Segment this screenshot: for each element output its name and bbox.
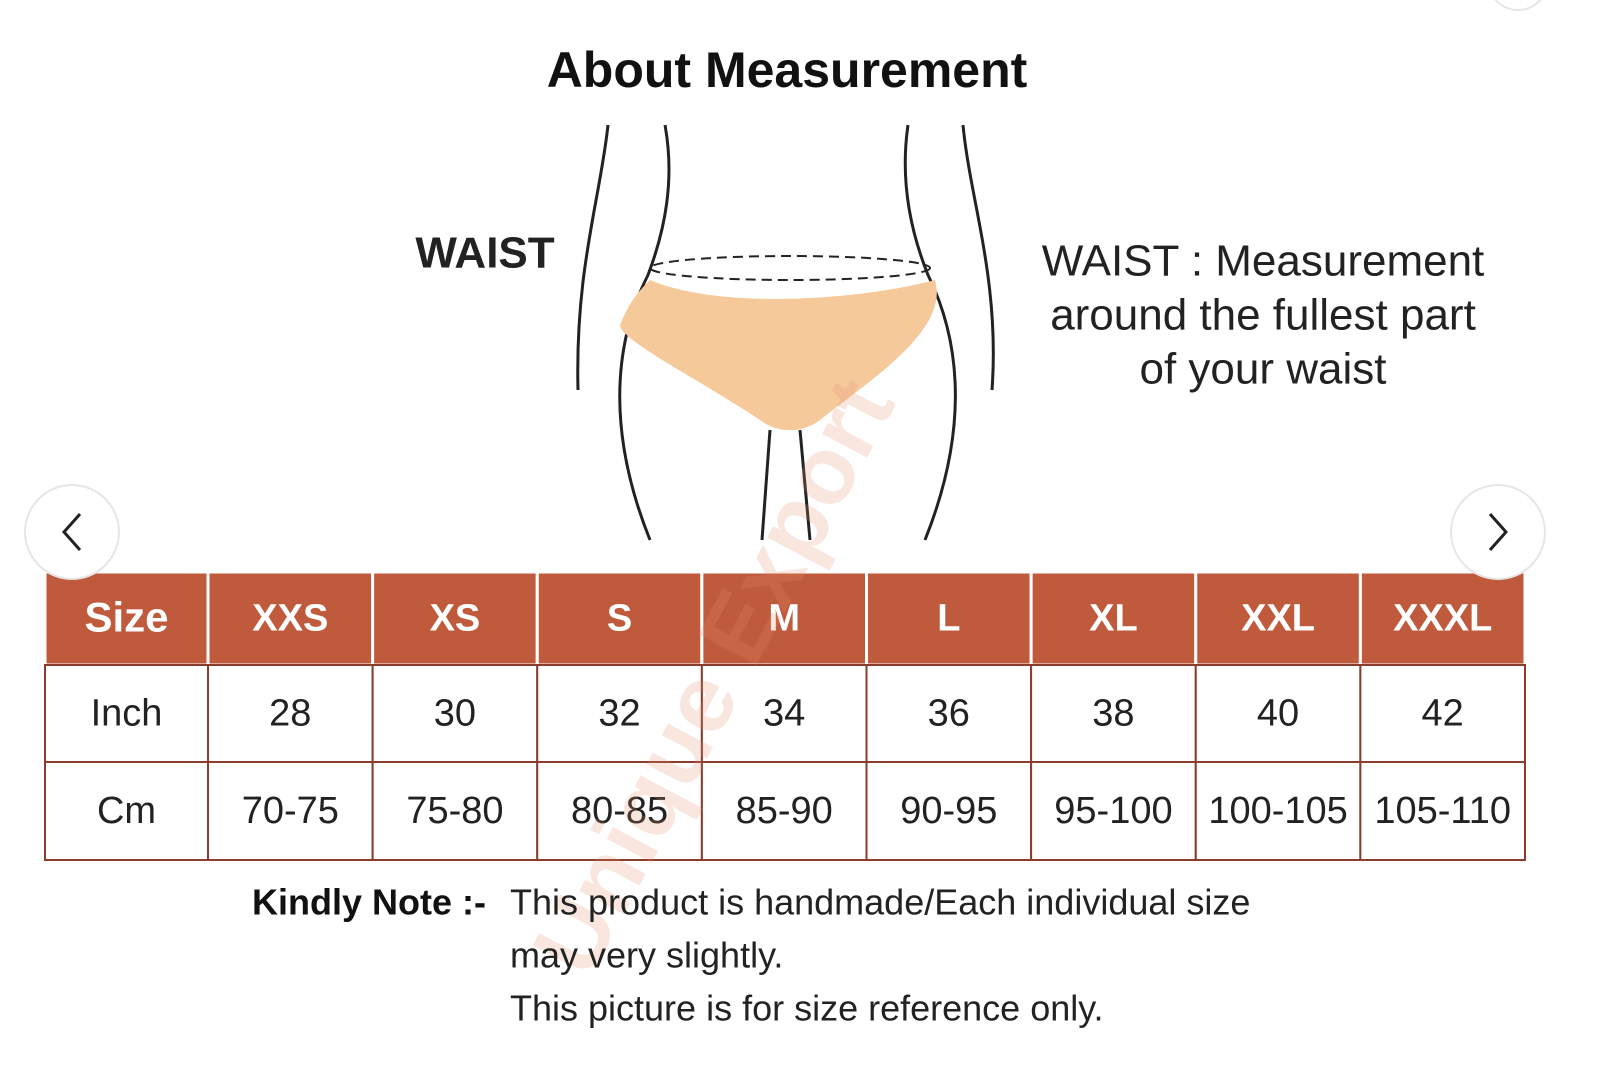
header-text: XXXL xyxy=(1393,598,1492,640)
cell-text: 70-75 xyxy=(242,790,339,832)
note-lines: This product is handmade/Each individual… xyxy=(510,882,1250,1029)
description: WAIST : Measurement around the fullest pa… xyxy=(1042,237,1485,394)
cell xyxy=(700,761,868,861)
cell xyxy=(44,761,209,861)
cell-text: 28 xyxy=(269,693,311,735)
cell-text: 85-90 xyxy=(736,790,833,832)
description-line: WAIST : Measurement xyxy=(1042,237,1485,286)
header-text: XXS xyxy=(252,598,328,640)
waist-tape xyxy=(649,255,931,281)
title: About Measurement xyxy=(547,42,1028,98)
header-cell xyxy=(865,570,1033,667)
cell-text: 36 xyxy=(928,693,970,735)
next-button[interactable] xyxy=(1450,484,1546,580)
prev-arrow[interactable] xyxy=(61,513,82,551)
note-label: Kindly Note :- xyxy=(252,882,486,923)
header-cell xyxy=(1029,570,1198,667)
cell-text: 30 xyxy=(434,693,476,735)
cell-text: Cm xyxy=(97,790,156,832)
cell xyxy=(371,761,539,861)
note-line: may very slightly. xyxy=(510,935,783,976)
header-cell xyxy=(1358,570,1527,667)
cell-text: 75-80 xyxy=(406,790,503,832)
cell xyxy=(44,664,209,763)
briefs xyxy=(620,280,937,431)
header-text: S xyxy=(607,598,632,640)
header-text: Size xyxy=(84,594,168,641)
description-line: of your waist xyxy=(1140,345,1387,394)
cell-text: 80-85 xyxy=(571,790,668,832)
cell-text: 105-110 xyxy=(1374,790,1511,832)
note-line: This picture is for size reference only. xyxy=(510,988,1104,1029)
next-circle[interactable] xyxy=(1450,484,1546,580)
size-table: Size XXS XS S M L XL XXL XXXL Inch 28 30 32 34 36 38 40 4… xyxy=(43,570,1527,861)
cell xyxy=(1359,664,1526,763)
cell xyxy=(1030,761,1197,861)
cell-text: 90-95 xyxy=(900,790,997,832)
header-cell xyxy=(371,570,539,667)
cell xyxy=(1194,761,1362,861)
header-cell xyxy=(206,570,375,667)
cell-text: 42 xyxy=(1422,693,1464,735)
header-text: XS xyxy=(430,598,481,640)
cell xyxy=(536,664,703,763)
header-text: M xyxy=(768,598,800,640)
prev-button[interactable] xyxy=(24,484,120,580)
cell xyxy=(371,664,539,763)
header-text: XL xyxy=(1089,598,1138,640)
note-line: This product is handmade/Each individual… xyxy=(510,882,1250,923)
next-arrow[interactable] xyxy=(1488,513,1509,551)
cell-text: 38 xyxy=(1092,693,1134,735)
header-cell xyxy=(700,570,868,667)
cell xyxy=(207,664,374,763)
waist-label: WAIST xyxy=(415,229,554,278)
prev-circle[interactable] xyxy=(24,484,120,580)
header-cell xyxy=(1194,570,1362,667)
cell-text: 32 xyxy=(598,693,640,735)
cell xyxy=(1359,761,1526,861)
cell-text: 100-105 xyxy=(1208,790,1347,832)
cell xyxy=(1194,664,1362,763)
description-line: around the fullest part xyxy=(1050,291,1476,340)
cell-text: 40 xyxy=(1257,693,1299,735)
header-text: L xyxy=(937,598,960,640)
cell-text: 95-100 xyxy=(1054,790,1172,832)
cell-text: 34 xyxy=(763,693,805,735)
header-text: XXL xyxy=(1241,598,1315,640)
cell-text: Inch xyxy=(91,693,163,735)
close-button[interactable] xyxy=(1488,0,1548,11)
